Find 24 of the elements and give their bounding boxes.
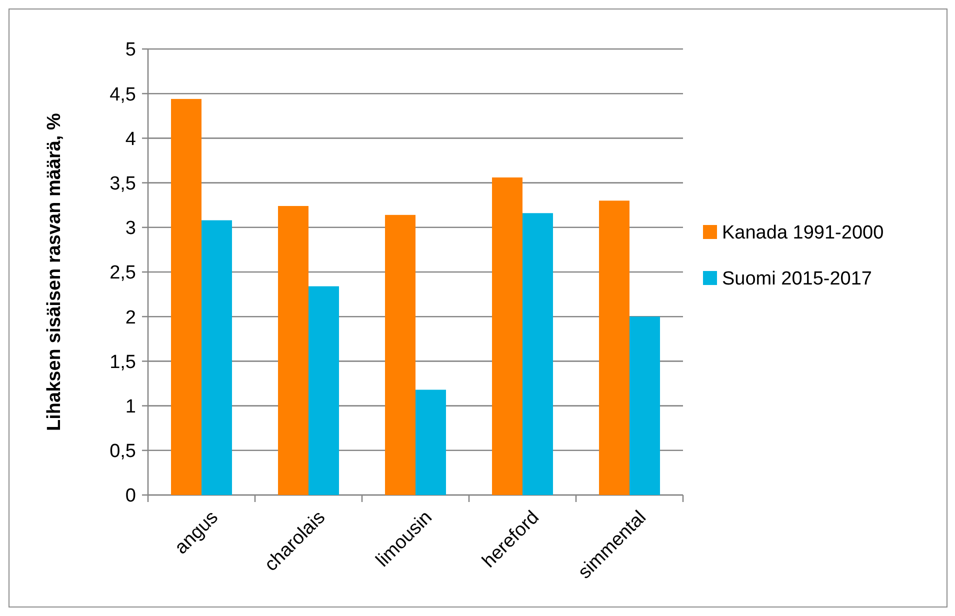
bar bbox=[492, 177, 522, 495]
y-tick-label: 4,5 bbox=[110, 84, 136, 106]
y-tick-label: 0,5 bbox=[110, 441, 136, 462]
bar bbox=[385, 214, 416, 495]
bar bbox=[171, 98, 202, 495]
bar bbox=[416, 390, 446, 495]
y-tick-label: 0 bbox=[125, 486, 136, 507]
bar bbox=[522, 213, 553, 495]
y-tick-label: 3,5 bbox=[110, 173, 136, 194]
y-tick-label: 4 bbox=[125, 128, 136, 150]
bar bbox=[202, 220, 232, 495]
legend-label: Kanada 1991-2000 bbox=[722, 222, 884, 244]
y-tick-label: 1,5 bbox=[110, 352, 136, 373]
y-tick-label: 1 bbox=[125, 396, 136, 418]
bar bbox=[308, 286, 339, 495]
y-axis-title: Lihaksen sisäisen rasvan määrä, % bbox=[44, 112, 65, 431]
legend-label: Suomi 2015-2017 bbox=[722, 268, 872, 290]
y-tick-label: 3 bbox=[125, 218, 136, 240]
bar bbox=[630, 316, 660, 495]
y-tick-label: 2 bbox=[125, 307, 136, 328]
bar bbox=[278, 206, 308, 495]
y-tick-label: 5 bbox=[125, 40, 136, 61]
y-tick-label: 2,5 bbox=[110, 262, 136, 284]
bar bbox=[599, 200, 630, 495]
